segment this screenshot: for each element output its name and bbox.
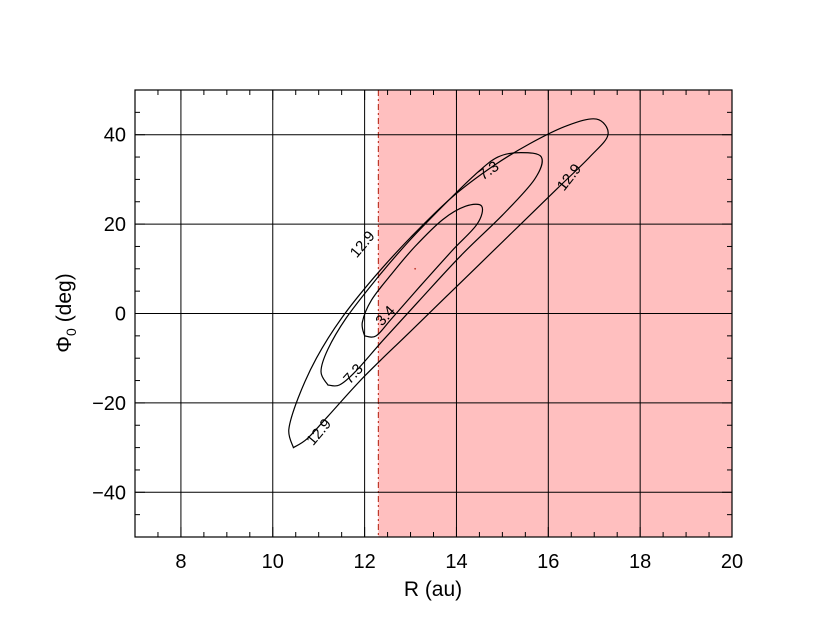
x-tick-label-12: 12 [353,551,375,573]
contour-label-group-2-0: 12.9 [303,416,335,449]
contour-7.3 [320,151,543,387]
marker-layer [414,267,417,270]
grid-layer [135,90,732,537]
y-tick-label--40: −40 [92,482,126,504]
y-axis-label-symbol: Φ [53,336,76,353]
x-tick-label-18: 18 [629,551,651,573]
contour-12.9 [288,118,609,449]
y-tick-label--20: −20 [92,393,126,415]
x-tick-label-14: 14 [445,551,467,573]
y-axis-label-unit: (deg) [53,273,76,328]
y-tick-label-40: 40 [104,125,126,147]
y-axis-label: Φ0 (deg) [53,273,79,352]
y-axis-label-subscript: 0 [63,328,79,336]
minimum-marker [414,267,417,270]
contour-3.4 [361,203,484,338]
tick-label-layer: 8 10 12 14 16 18 20 −40 −20 0 20 40 [92,125,743,573]
x-tick-label-10: 10 [262,551,284,573]
y-tick-label-20: 20 [104,214,126,236]
x-tick-label-8: 8 [175,551,186,573]
x-axis-label: R (au) [404,578,462,601]
y-tick-label-0: 0 [115,304,126,326]
x-tick-label-20: 20 [721,551,743,573]
x-tick-label-16: 16 [537,551,559,573]
contour-layer: 3.47.37.312.912.912.9 [288,118,609,449]
tick-layer [134,89,733,538]
contour-label-group-2-1: 12.9 [347,228,379,261]
